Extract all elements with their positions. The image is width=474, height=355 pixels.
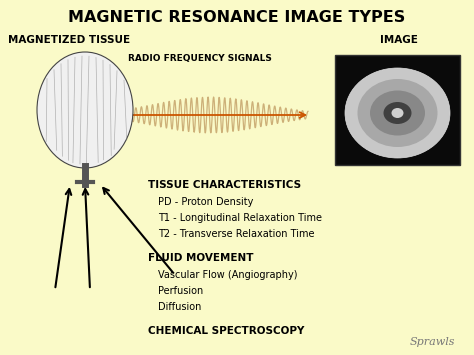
Bar — [335, 55, 460, 165]
Ellipse shape — [392, 108, 403, 118]
Text: MAGNETIC RESONANCE IMAGE TYPES: MAGNETIC RESONANCE IMAGE TYPES — [68, 11, 406, 26]
Text: Diffusion: Diffusion — [158, 302, 201, 312]
Ellipse shape — [383, 102, 411, 124]
Text: T1 - Longitudinal Relaxation Time: T1 - Longitudinal Relaxation Time — [158, 213, 322, 223]
Text: PD - Proton Density: PD - Proton Density — [158, 197, 254, 207]
Ellipse shape — [37, 52, 133, 168]
Text: TISSUE CHARACTERISTICS: TISSUE CHARACTERISTICS — [148, 180, 301, 190]
Text: RADIO FREQUENCY SIGNALS: RADIO FREQUENCY SIGNALS — [128, 54, 272, 62]
Text: IMAGE: IMAGE — [380, 35, 418, 45]
Ellipse shape — [370, 91, 425, 136]
Ellipse shape — [345, 68, 450, 158]
Text: Sprawls: Sprawls — [410, 337, 455, 347]
Text: Perfusion: Perfusion — [158, 286, 203, 296]
Text: T2 - Transverse Relaxation Time: T2 - Transverse Relaxation Time — [158, 229, 315, 239]
Text: Vascular Flow (Angiography): Vascular Flow (Angiography) — [158, 270, 298, 280]
Text: CHEMICAL SPECTROSCOPY: CHEMICAL SPECTROSCOPY — [148, 326, 304, 336]
Ellipse shape — [357, 79, 438, 147]
Text: MAGNETIZED TISSUE: MAGNETIZED TISSUE — [8, 35, 130, 45]
Text: FLUID MOVEMENT: FLUID MOVEMENT — [148, 253, 254, 263]
